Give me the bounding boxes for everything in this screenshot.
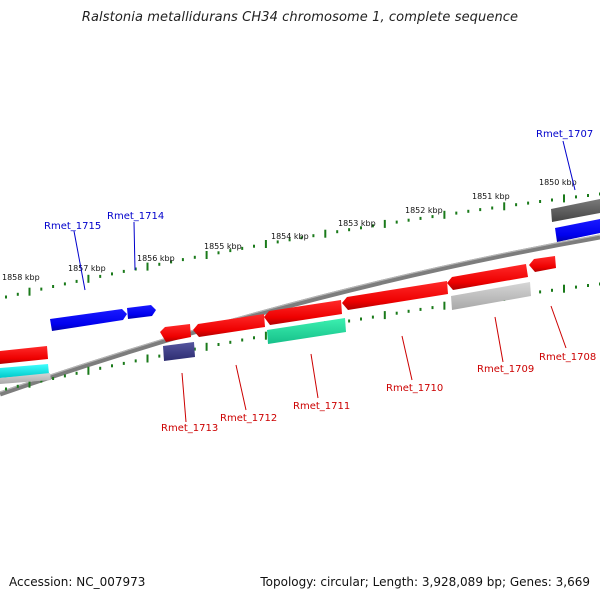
gene-rmet-1715[interactable]	[50, 309, 127, 331]
gene-label[interactable]: Rmet_1709	[477, 364, 534, 375]
gene-rmet-1708[interactable]	[529, 256, 556, 272]
forward-label-leaders	[73, 140, 576, 291]
gene-rmet-1707[interactable]	[555, 219, 600, 242]
kbp-label: 1850 kbp	[539, 178, 577, 187]
kbp-label: 1851 kbp	[472, 192, 510, 201]
kbp-label: 1856 kbp	[137, 254, 175, 263]
gene-label[interactable]: Rmet_1715	[44, 221, 101, 232]
gene-rmet-1710[interactable]	[342, 281, 448, 310]
gene-label[interactable]: Rmet_1712	[220, 413, 277, 424]
kbp-label: 1853 kbp	[338, 219, 376, 228]
gene-labels: Rmet_1715 Rmet_1714 Rmet_1707 Rmet_1713 …	[44, 129, 596, 434]
gene-grey-left-edge[interactable]	[0, 373, 51, 384]
gene-rmet-1711-red[interactable]	[264, 300, 342, 325]
gene-rmet-1714[interactable]	[127, 305, 156, 319]
gene-red-left-edge[interactable]	[0, 346, 48, 364]
kbp-label: 1854 kbp	[271, 232, 309, 241]
map-title: Ralstonia metallidurans CH34 chromosome …	[81, 10, 519, 25]
kbp-label: 1855 kbp	[204, 242, 242, 251]
gene-label[interactable]: Rmet_1707	[536, 129, 593, 140]
chromosome-backbone	[0, 234, 600, 397]
chromosome-backbone-highlight	[0, 234, 600, 393]
gene-rmet-1711[interactable]	[267, 318, 346, 344]
kbp-label: 1858 kbp	[2, 273, 40, 282]
accession-text: Accession: NC_007973	[9, 575, 146, 589]
forward-genes	[50, 199, 600, 331]
gene-label[interactable]: Rmet_1710	[386, 383, 443, 394]
gene-rmet-1709[interactable]	[447, 264, 528, 290]
forward-tick-row	[5, 192, 600, 299]
gene-rmet-1713[interactable]	[160, 324, 191, 342]
kbp-label: 1852 kbp	[405, 206, 443, 215]
gene-label[interactable]: Rmet_1708	[539, 352, 596, 363]
gene-label[interactable]: Rmet_1711	[293, 401, 350, 412]
gene-label[interactable]: Rmet_1713	[161, 423, 218, 434]
kbp-scale-labels: 1858 kbp 1857 kbp 1856 kbp 1855 kbp 1854…	[2, 178, 577, 282]
gene-rmet-1709-grey[interactable]	[451, 282, 531, 310]
topology-summary: Topology: circular; Length: 3,928,089 bp…	[260, 575, 590, 589]
gene-rmet-1713-navy[interactable]	[163, 342, 195, 361]
gene-rmet-1712[interactable]	[193, 314, 265, 337]
gene-label[interactable]: Rmet_1714	[107, 211, 164, 222]
gene-dark-grey[interactable]	[551, 199, 600, 222]
reverse-genes	[0, 256, 556, 384]
kbp-label: 1857 kbp	[68, 264, 106, 273]
reverse-label-leaders	[181, 305, 567, 423]
